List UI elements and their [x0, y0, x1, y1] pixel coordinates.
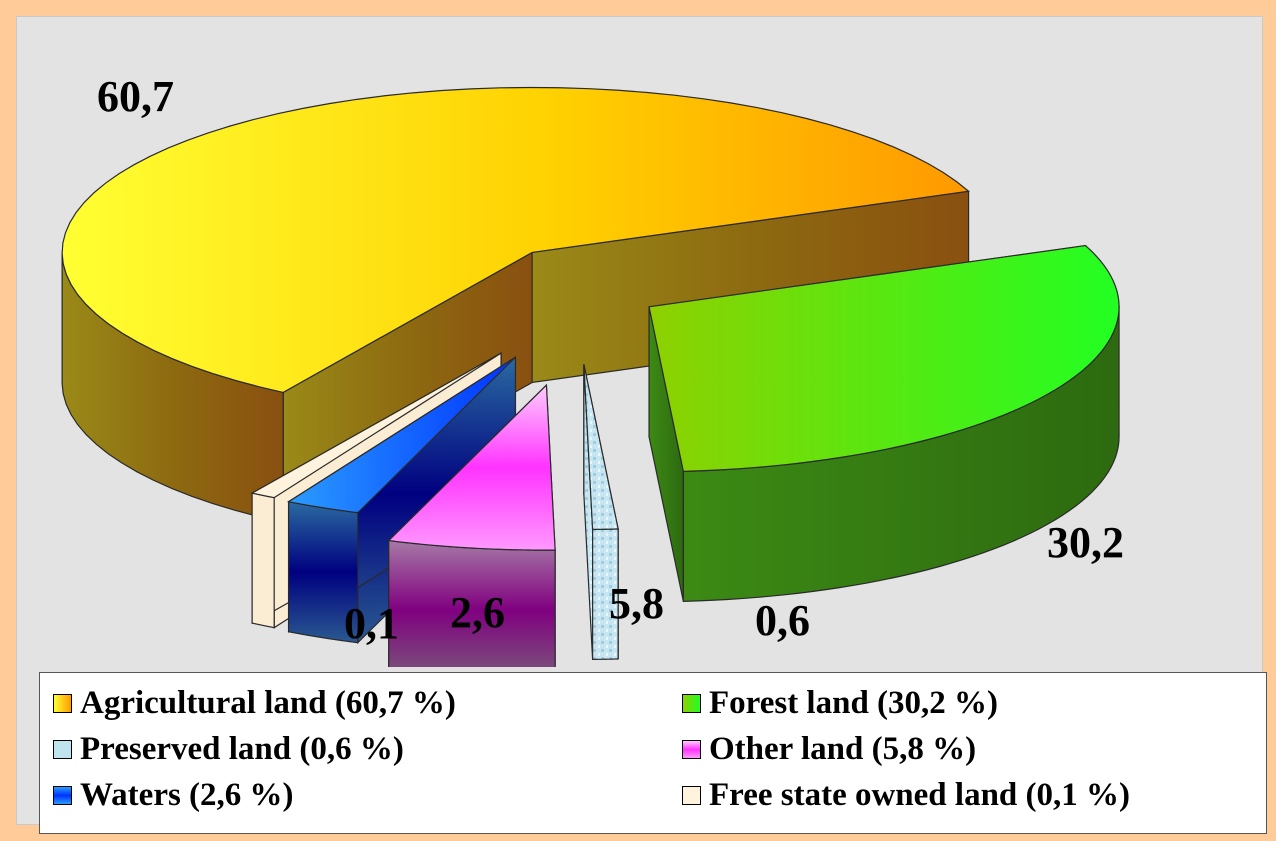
data-label-forest: 30,2 — [1047, 518, 1124, 567]
pie-slice-free-state-top — [250, 352, 502, 499]
legend-item-agricultural: Agricultural land (60,7 %) — [53, 685, 456, 722]
legend-item-waters: Waters (2,6 %) — [53, 777, 294, 814]
legend-swatch-forest — [682, 694, 701, 713]
chart-area: 60,7 30,2 0,6 5,8 2,6 0,1 Agricultural l… — [16, 16, 1267, 834]
legend-swatch-preserved — [53, 740, 72, 759]
data-label-preserved: 0,6 — [755, 596, 810, 645]
pie-slice-forest-top — [648, 244, 1120, 472]
pie-slice-preserved — [583, 364, 619, 660]
pie-chart — [61, 86, 1120, 667]
legend-label-waters: Waters (2,6 %) — [80, 777, 294, 813]
legend-swatch-other — [682, 740, 701, 759]
pie-slice-other — [387, 383, 556, 667]
legend-swatch-waters — [53, 786, 72, 805]
legend-label-forest: Forest land (30,2 %) — [709, 685, 999, 721]
pie-slice-forest — [648, 244, 1120, 602]
legend-label-agricultural: Agricultural land (60,7 %) — [80, 685, 456, 721]
data-label-waters: 2,6 — [450, 588, 505, 637]
legend-item-forest: Forest land (30,2 %) — [682, 685, 998, 722]
pie-slice-free-state-outer-wall — [251, 492, 275, 629]
pie-slice-preserved-top — [583, 364, 619, 530]
legend-swatch-agricultural — [53, 694, 72, 713]
legend: Agricultural land (60,7 %) Forest land (… — [39, 672, 1267, 834]
pie-slice-agricultural — [61, 86, 971, 524]
legend-item-other: Other land (5,8 %) — [682, 731, 976, 768]
legend-label-other: Other land (5,8 %) — [709, 731, 977, 767]
data-label-agricultural: 60,7 — [97, 72, 174, 121]
legend-item-free-state: Free state owned land (0,1 %) — [682, 777, 1130, 814]
pie-slice-agricultural-top — [61, 86, 971, 394]
data-label-other: 5,8 — [609, 579, 664, 628]
legend-swatch-free-state — [682, 786, 701, 805]
legend-label-preserved: Preserved land (0,6 %) — [80, 731, 404, 767]
legend-item-preserved: Preserved land (0,6 %) — [53, 731, 404, 768]
pie-slice-other-top — [387, 383, 556, 551]
pie-slice-waters-top — [286, 356, 516, 514]
data-label-free-state: 0,1 — [344, 599, 399, 648]
legend-label-free-state: Free state owned land (0,1 %) — [709, 777, 1131, 813]
